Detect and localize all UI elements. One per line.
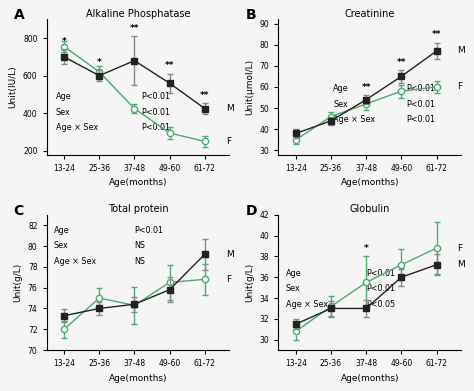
X-axis label: Age(months): Age(months) (109, 374, 167, 383)
Text: P<0.01: P<0.01 (142, 92, 171, 101)
Text: P<0.01: P<0.01 (366, 285, 395, 294)
Text: P<0.01: P<0.01 (406, 84, 435, 93)
Text: **: ** (397, 57, 406, 66)
Text: P<0.01: P<0.01 (406, 100, 435, 109)
Text: M: M (226, 104, 234, 113)
Text: Age × Sex: Age × Sex (333, 115, 375, 124)
Text: **: ** (130, 24, 139, 33)
Text: Age × Sex: Age × Sex (55, 124, 98, 133)
Text: F: F (457, 244, 463, 253)
Y-axis label: Unit(IU/L): Unit(IU/L) (9, 66, 18, 108)
X-axis label: Age(months): Age(months) (340, 178, 399, 187)
Text: F: F (226, 137, 231, 146)
Y-axis label: Unit(g/L): Unit(g/L) (245, 263, 254, 302)
Text: M: M (457, 260, 465, 269)
Title: Globulin: Globulin (349, 204, 390, 214)
Text: B: B (246, 9, 256, 22)
Title: Creatinine: Creatinine (345, 9, 395, 18)
Text: Age: Age (333, 84, 349, 93)
Title: Alkaline Phosphatase: Alkaline Phosphatase (86, 9, 190, 18)
Text: Sex: Sex (333, 100, 348, 109)
Y-axis label: Unit(μmol/L): Unit(μmol/L) (245, 59, 254, 115)
Text: Age: Age (54, 226, 70, 235)
Text: Age: Age (286, 269, 301, 278)
Text: Age: Age (55, 92, 71, 101)
Text: **: ** (200, 91, 210, 100)
Text: Sex: Sex (54, 241, 69, 250)
Y-axis label: Unit(g/L): Unit(g/L) (13, 263, 22, 302)
Text: D: D (246, 204, 257, 218)
Text: P<0.01: P<0.01 (134, 226, 163, 235)
Text: *: * (62, 37, 66, 46)
Text: P<0.01: P<0.01 (366, 269, 395, 278)
Text: Sex: Sex (286, 285, 301, 294)
Text: *: * (97, 57, 101, 66)
Text: Sex: Sex (55, 108, 71, 117)
Text: **: ** (362, 83, 371, 92)
Text: **: ** (165, 61, 174, 70)
Text: P<0.01: P<0.01 (406, 115, 435, 124)
Text: M: M (226, 250, 234, 259)
Text: P<0.01: P<0.01 (142, 108, 171, 117)
Text: NS: NS (134, 241, 146, 250)
Text: **: ** (432, 30, 441, 39)
Text: M: M (457, 47, 465, 56)
Text: P<0.01: P<0.01 (142, 124, 171, 133)
X-axis label: Age(months): Age(months) (340, 374, 399, 383)
X-axis label: Age(months): Age(months) (109, 178, 167, 187)
Text: F: F (226, 275, 231, 284)
Text: *: * (364, 244, 369, 253)
Text: P<0.05: P<0.05 (366, 300, 395, 309)
Text: A: A (14, 9, 24, 22)
Text: Age × Sex: Age × Sex (54, 257, 96, 266)
Text: NS: NS (134, 257, 146, 266)
Text: F: F (457, 83, 463, 91)
Title: Total protein: Total protein (108, 204, 168, 214)
Text: Age × Sex: Age × Sex (286, 300, 328, 309)
Text: C: C (14, 204, 24, 218)
